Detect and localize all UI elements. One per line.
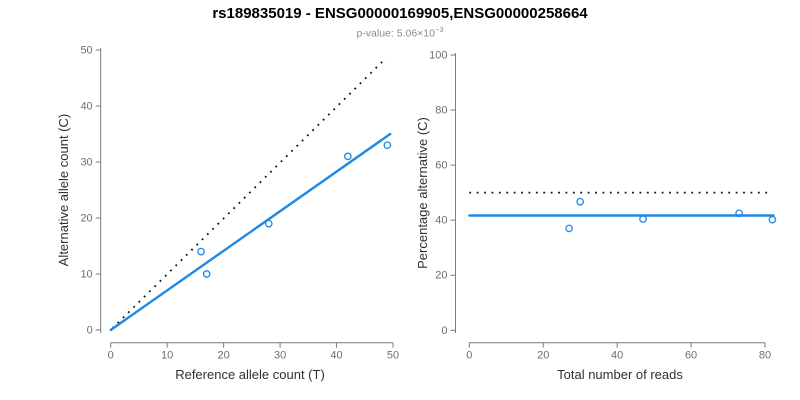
y-tick-label: 80 xyxy=(435,105,447,117)
y-tick-label: 20 xyxy=(80,213,92,225)
x-tick-label: 60 xyxy=(685,350,697,362)
data-point xyxy=(639,215,647,223)
x-tick-label: 30 xyxy=(274,350,286,362)
y-tick-label: 100 xyxy=(429,50,447,62)
x-tick-label: 0 xyxy=(466,350,472,362)
pvalue-exponent: −3 xyxy=(434,25,444,34)
y-tick-label: 60 xyxy=(435,160,447,172)
identity-dotted-line xyxy=(111,57,387,329)
x-tick-label: 20 xyxy=(217,350,229,362)
data-point xyxy=(202,270,211,278)
x-tick-label: 40 xyxy=(611,350,623,362)
x-axis-label: Reference allele count (T) xyxy=(175,367,325,382)
data-point xyxy=(565,224,573,233)
x-tick-label: 50 xyxy=(387,350,399,362)
y-tick-label: 40 xyxy=(80,101,92,113)
y-tick-label: 0 xyxy=(441,325,447,337)
y-tick-label: 20 xyxy=(435,270,447,282)
y-tick-label: 30 xyxy=(80,157,92,169)
data-point xyxy=(768,215,777,224)
scatter-plot-allele-counts: 0 10 20 30 40 50 0 10 20 30 40 50 Reference allele c… xyxy=(56,45,399,383)
y-axis-label: Alternative allele count (C) xyxy=(56,114,71,266)
figure-subtitle: p-value: 5.06×10−3 xyxy=(0,25,800,40)
fit-line xyxy=(109,132,392,332)
x-tick-label: 0 xyxy=(108,350,114,362)
y-tick-label: 50 xyxy=(80,45,92,57)
x-tick-label: 20 xyxy=(537,350,549,362)
data-point xyxy=(197,247,205,256)
x-axis-label: Total number of reads xyxy=(557,367,683,382)
data-point xyxy=(264,219,273,228)
figure-title: rs189835019 - ENSG00000169905,ENSG000002… xyxy=(212,5,588,22)
scatter-plot-percentage-alternative: 0 20 40 60 80 0 20 40 60 80 100 Total number of rea… xyxy=(415,50,777,382)
x-tick-label: 10 xyxy=(161,350,173,362)
pvalue-text: p-value: 5.06×10 xyxy=(356,27,435,40)
data-point xyxy=(343,152,352,161)
x-tick-label: 40 xyxy=(330,350,342,362)
data-point xyxy=(383,141,392,150)
y-axis-label: Percentage alternative (C) xyxy=(415,117,430,269)
data-point xyxy=(735,209,743,218)
x-tick-label: 80 xyxy=(759,350,771,362)
y-tick-label: 40 xyxy=(435,215,447,227)
y-tick-label: 10 xyxy=(80,269,92,281)
y-tick-label: 0 xyxy=(87,325,93,337)
data-point xyxy=(576,197,585,206)
